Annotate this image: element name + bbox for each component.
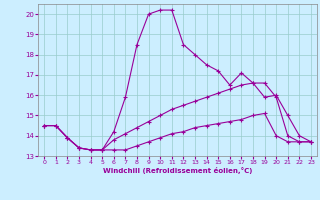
X-axis label: Windchill (Refroidissement éolien,°C): Windchill (Refroidissement éolien,°C): [103, 167, 252, 174]
